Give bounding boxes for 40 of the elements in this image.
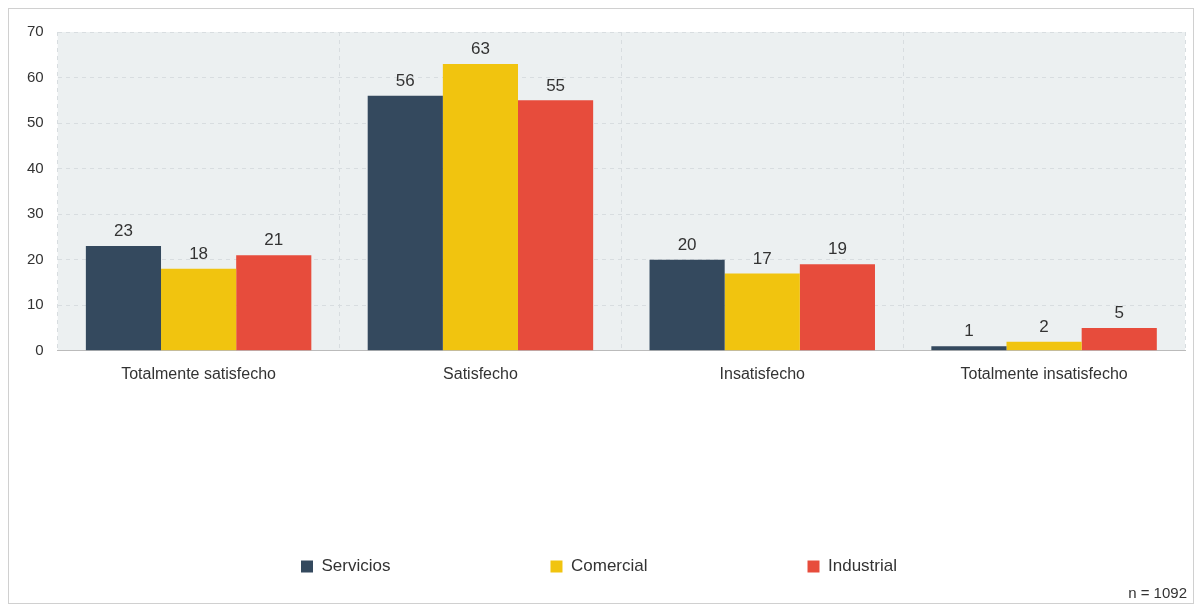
- bar: [931, 346, 1007, 351]
- data-label: 18: [189, 244, 209, 264]
- legend-label: Comercial: [570, 556, 648, 576]
- bar: [518, 100, 594, 351]
- bar: [85, 246, 162, 351]
- x-tick-label: Totalmente satisfecho: [121, 364, 277, 382]
- legend-label: Servicios: [321, 556, 391, 576]
- bar: [236, 255, 312, 351]
- text: n = 1092: [1128, 583, 1187, 601]
- y-tick-label: 20: [27, 249, 44, 267]
- data-label: 55: [546, 75, 566, 95]
- data-label: 17: [752, 248, 772, 268]
- bar: [799, 264, 875, 351]
- data-label: 23: [113, 221, 133, 241]
- data-label: 2: [1039, 316, 1049, 336]
- data-label: 19: [827, 239, 847, 259]
- y-tick-label: 30: [27, 204, 44, 222]
- x-tick-label: Totalmente insatisfecho: [960, 364, 1128, 382]
- bar: [1006, 341, 1082, 351]
- y-tick-label: 0: [35, 340, 44, 358]
- bar: [724, 273, 800, 351]
- y-tick-label: 50: [27, 113, 44, 131]
- bar: [161, 268, 237, 351]
- data-label: 20: [677, 234, 697, 254]
- data-label: 5: [1114, 303, 1124, 323]
- y-tick-label: 10: [27, 295, 44, 313]
- data-label: 56: [395, 70, 415, 90]
- bar: [1081, 328, 1157, 351]
- data-label: 21: [264, 230, 284, 250]
- bar: [367, 95, 443, 351]
- legend-label: Industrial: [828, 556, 897, 576]
- bar: [649, 259, 725, 351]
- x-tick-label: Satisfecho: [443, 364, 518, 382]
- bar: [442, 63, 519, 351]
- data-label: 63: [470, 39, 490, 59]
- x-tick-label: Insatisfecho: [719, 364, 806, 382]
- y-tick-label: 60: [27, 67, 44, 85]
- y-tick-label: 40: [27, 158, 44, 176]
- y-tick-label: 70: [27, 22, 44, 40]
- data-label: 1: [964, 321, 974, 341]
